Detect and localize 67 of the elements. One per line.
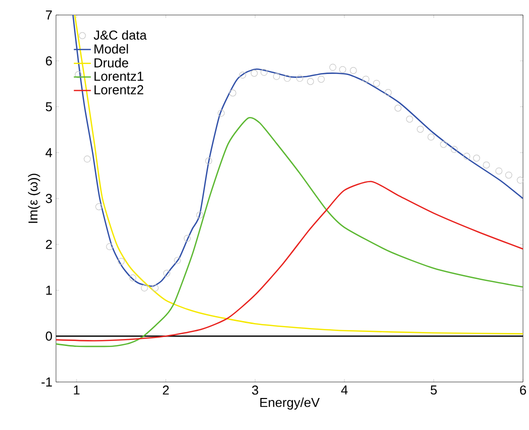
point bbox=[95, 203, 102, 210]
point bbox=[296, 74, 304, 82]
point bbox=[428, 134, 435, 141]
point bbox=[416, 126, 424, 133]
point bbox=[339, 66, 346, 74]
point bbox=[440, 140, 448, 148]
y-tick-label: 6 bbox=[46, 56, 52, 66]
y-tick-label: 0 bbox=[46, 332, 52, 341]
x-tick-label: 3 bbox=[252, 386, 258, 395]
point bbox=[260, 68, 268, 76]
point bbox=[205, 157, 212, 164]
point bbox=[373, 80, 380, 87]
y-tick-label: 1 bbox=[46, 286, 52, 295]
point bbox=[306, 78, 314, 86]
point bbox=[218, 110, 225, 117]
point bbox=[74, 71, 82, 78]
point bbox=[250, 70, 258, 77]
point bbox=[196, 212, 204, 219]
legend-label: Model bbox=[94, 44, 128, 54]
point bbox=[350, 67, 357, 74]
point bbox=[118, 258, 125, 265]
x-tick-label: 4 bbox=[341, 386, 348, 394]
point bbox=[394, 104, 402, 112]
y-tick-label: 3 bbox=[46, 194, 52, 204]
point bbox=[152, 284, 159, 292]
point bbox=[329, 64, 336, 71]
line-series bbox=[56, 117, 524, 348]
point bbox=[84, 156, 91, 163]
point bbox=[284, 74, 291, 82]
x-tick-label: 6 bbox=[520, 386, 526, 395]
point bbox=[229, 89, 236, 96]
point bbox=[140, 284, 148, 292]
legend-label: Lorentz1 bbox=[94, 72, 144, 81]
line-series bbox=[56, 180, 524, 342]
line-series bbox=[72, 15, 524, 287]
point bbox=[482, 162, 490, 168]
point bbox=[362, 76, 370, 83]
point bbox=[406, 116, 414, 123]
y-tick-label: 7 bbox=[46, 10, 52, 20]
point bbox=[516, 176, 524, 184]
y-axis-title: Im(ε (ω)) bbox=[28, 174, 40, 223]
point bbox=[384, 89, 392, 96]
line-series bbox=[74, 15, 524, 334]
point bbox=[450, 146, 458, 153]
x-tick-label: 5 bbox=[430, 386, 437, 395]
point bbox=[318, 76, 325, 83]
point bbox=[273, 72, 280, 80]
point bbox=[505, 172, 512, 179]
point bbox=[495, 167, 502, 174]
x-axis-title: Energy/eV bbox=[260, 398, 320, 410]
point bbox=[463, 152, 470, 160]
legend-label: Lorentz2 bbox=[94, 85, 144, 94]
x-tick-label: 1 bbox=[74, 386, 80, 394]
y-tick-label: -1 bbox=[42, 378, 52, 386]
y-tick-label: 2 bbox=[46, 240, 52, 249]
point bbox=[106, 243, 114, 250]
point bbox=[184, 234, 191, 242]
point bbox=[473, 154, 480, 162]
point bbox=[174, 256, 181, 264]
y-tick-label: 4 bbox=[46, 148, 52, 158]
point bbox=[239, 72, 246, 79]
legend-label: J&C data bbox=[94, 30, 147, 40]
x-tick-label: 2 bbox=[162, 386, 169, 395]
y-tick-label: 5 bbox=[46, 102, 52, 112]
point bbox=[163, 270, 170, 277]
point bbox=[129, 274, 136, 282]
legend-label: Drude bbox=[94, 58, 128, 68]
